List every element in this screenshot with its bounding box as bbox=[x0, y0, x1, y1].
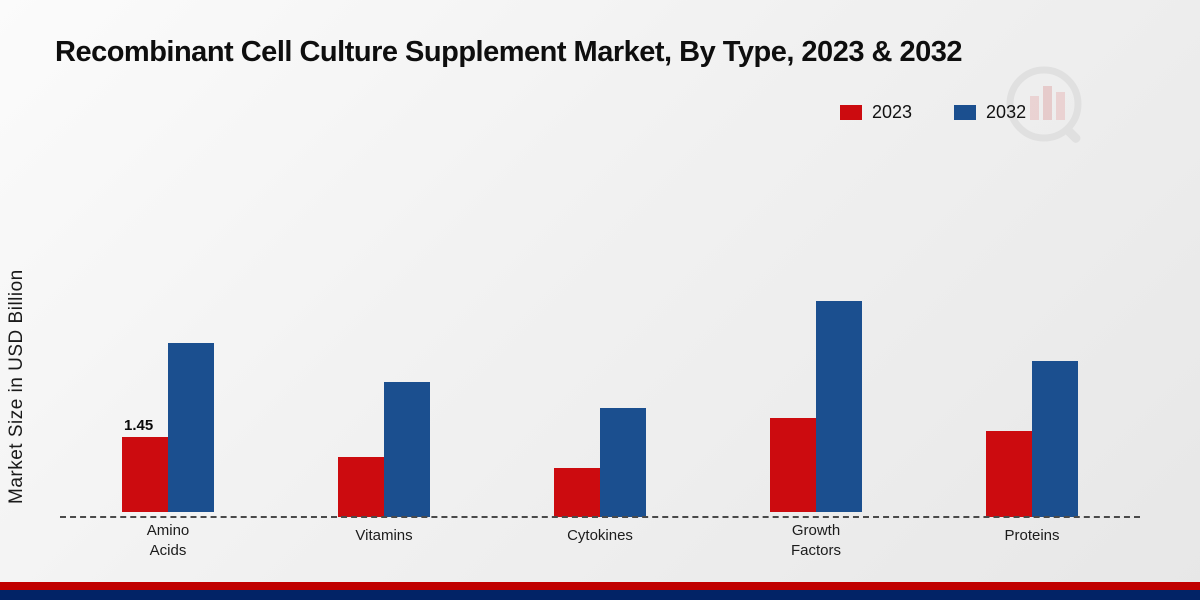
category-label: Amino Acids bbox=[146, 522, 190, 559]
legend-swatch-2032 bbox=[954, 105, 977, 120]
bar-2032-amino-acids bbox=[168, 343, 214, 512]
bar-2023-growth-factors bbox=[770, 418, 816, 512]
y-axis-label: Market Size in USD Billion bbox=[6, 269, 27, 505]
category-label: Growth Factors bbox=[790, 522, 841, 559]
bar-group: Proteins bbox=[924, 200, 1140, 560]
bar-pair bbox=[986, 200, 1078, 517]
footer-stripe-red bbox=[0, 582, 1200, 590]
bar-value-label: 1.45 bbox=[124, 417, 154, 434]
bar-group: Growth Factors bbox=[708, 200, 924, 560]
legend-label-2032: 2032 bbox=[986, 102, 1027, 122]
chart-legend: 2023 2032 bbox=[840, 102, 1026, 123]
bar-group: Vitamins bbox=[276, 200, 492, 560]
footer-stripe-navy bbox=[0, 590, 1200, 600]
legend-swatch-2023 bbox=[840, 105, 862, 120]
bar-group: 1.45 Amino Acids bbox=[60, 200, 276, 560]
bar-groups: 1.45 Amino Acids Vitamins Cytokines Growth F… bbox=[60, 200, 1140, 560]
bar-pair bbox=[554, 200, 646, 517]
chart-title: Recombinant Cell Culture Supplement Mark… bbox=[55, 36, 963, 68]
legend-item-2023: 2023 bbox=[840, 102, 912, 123]
bar-2023-amino-acids bbox=[122, 437, 168, 512]
watermark-logo-icon bbox=[1006, 66, 1082, 143]
legend-label-2023: 2023 bbox=[872, 102, 913, 122]
category-label: Vitamins bbox=[355, 527, 413, 544]
bar-pair bbox=[338, 200, 430, 517]
bar-pair: 1.45 bbox=[122, 200, 214, 512]
x-axis-baseline bbox=[60, 516, 1140, 518]
category-label: Cytokines bbox=[567, 527, 633, 544]
bar-2032-cytokines bbox=[600, 408, 646, 517]
bar-pair bbox=[770, 200, 862, 512]
bar-2032-vitamins bbox=[384, 382, 430, 517]
plot-area: 1.45 Amino Acids Vitamins Cytokines Growth F… bbox=[60, 200, 1140, 560]
legend-item-2032: 2032 bbox=[954, 102, 1026, 123]
bar-2023-vitamins bbox=[338, 457, 384, 517]
bar-group: Cytokines bbox=[492, 200, 708, 560]
bar-2032-growth-factors bbox=[816, 301, 862, 512]
bar-2032-proteins bbox=[1032, 361, 1078, 517]
bar-2023-proteins bbox=[986, 431, 1032, 517]
bar-2023-cytokines bbox=[554, 468, 600, 517]
category-label: Proteins bbox=[1004, 527, 1060, 544]
